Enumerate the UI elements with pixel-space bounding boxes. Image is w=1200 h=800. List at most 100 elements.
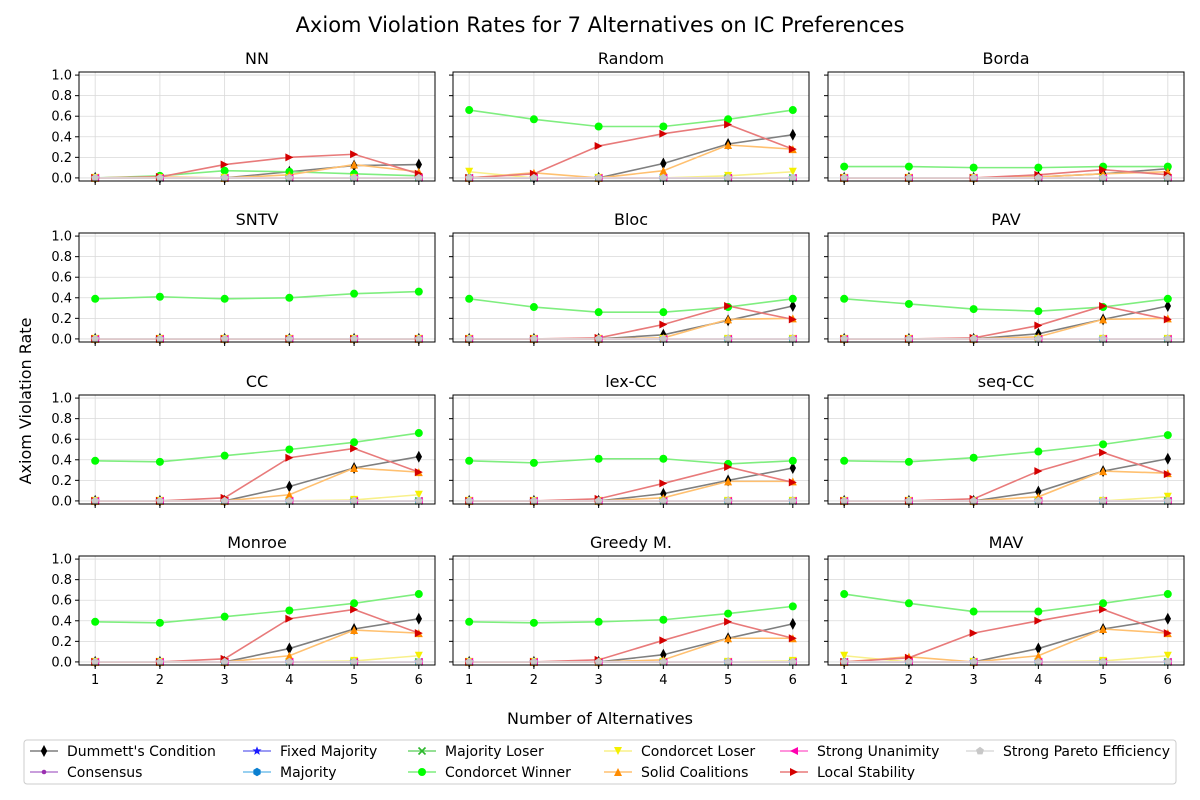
panel-title: Monroe xyxy=(227,533,287,552)
point-strong-pareto-efficiency xyxy=(1034,657,1043,666)
series-line-local-stability xyxy=(95,153,420,179)
point-strong-pareto-efficiency xyxy=(659,334,668,343)
point-dummett-s-condition xyxy=(660,648,667,661)
y-tick-label: 0.2 xyxy=(51,635,72,650)
point-dummett-s-condition xyxy=(789,128,797,141)
point-local-stability xyxy=(1163,315,1172,324)
point-strong-pareto-efficiency xyxy=(350,657,359,666)
point-strong-pareto-efficiency xyxy=(904,496,913,505)
series-line-condorcet-winner xyxy=(95,432,419,463)
x-axis-label: Number of Alternatives xyxy=(507,709,693,728)
legend-marker-strong-pareto-efficiency xyxy=(976,746,984,755)
point-condorcet-winner xyxy=(155,292,164,301)
legend: Dummett's Condition Consensus Fixed Majori… xyxy=(23,739,1177,785)
point-condorcet-winner xyxy=(788,106,797,115)
point-condorcet-loser xyxy=(414,651,423,660)
point-strong-pareto-efficiency xyxy=(1099,334,1108,343)
x-tick-label: 1 xyxy=(465,673,473,688)
y-tick-label: 0.2 xyxy=(51,474,72,489)
point-solid-coalitions xyxy=(350,160,359,169)
point-local-stability xyxy=(659,636,668,645)
point-solid-coalitions xyxy=(1099,625,1108,634)
point-local-stability xyxy=(1099,448,1108,457)
point-condorcet-winner xyxy=(659,122,668,131)
point-strong-pareto-efficiency xyxy=(724,173,733,182)
point-local-stability xyxy=(1034,467,1043,476)
point-condorcet-winner xyxy=(220,612,229,621)
point-condorcet-winner xyxy=(1034,163,1043,172)
y-tick-label: 0.0 xyxy=(51,171,72,186)
legend-label: Consensus xyxy=(67,765,142,781)
point-strong-pareto-efficiency xyxy=(1034,173,1043,182)
point-strong-pareto-efficiency xyxy=(788,657,797,666)
y-tick-label: 0.2 xyxy=(51,151,72,166)
point-solid-coalitions xyxy=(1099,315,1108,324)
y-tick-label: 0.4 xyxy=(51,130,72,145)
point-condorcet-winner xyxy=(529,115,538,124)
legend-marker-condorcet-loser xyxy=(614,747,622,755)
y-tick-label: 0.4 xyxy=(51,614,72,629)
series-line-condorcet-winner xyxy=(844,593,1168,613)
point-dummett-s-condition xyxy=(415,450,423,463)
point-condorcet-winner xyxy=(788,456,797,465)
x-tick-label: 3 xyxy=(220,673,228,688)
panel-title: NN xyxy=(245,49,269,68)
point-strong-pareto-efficiency xyxy=(465,334,474,343)
series-line-condorcet-winner xyxy=(95,593,419,624)
point-local-stability xyxy=(1099,302,1108,311)
y-tick-label: 0.8 xyxy=(51,412,72,427)
point-dummett-s-condition xyxy=(415,612,423,625)
point-strong-pareto-efficiency xyxy=(220,657,229,666)
point-dummett-s-condition xyxy=(789,300,797,313)
x-tick-label: 4 xyxy=(1034,673,1042,688)
point-solid-coalitions xyxy=(659,166,668,175)
point-condorcet-winner xyxy=(155,457,164,466)
panel-lex-cc: lex-CC xyxy=(449,372,810,508)
point-condorcet-winner xyxy=(350,438,359,447)
point-strong-pareto-efficiency xyxy=(220,496,229,505)
point-local-stability xyxy=(969,629,978,638)
point-local-stability xyxy=(220,160,229,169)
point-condorcet-winner xyxy=(659,615,668,624)
point-strong-pareto-efficiency xyxy=(155,334,164,343)
point-condorcet-winner xyxy=(594,122,603,131)
legend-item-strong-pareto-efficiency: Strong Pareto Efficiency xyxy=(966,744,1170,760)
point-condorcet-winner xyxy=(788,294,797,303)
point-condorcet-winner xyxy=(1163,162,1172,171)
point-condorcet-winner xyxy=(840,456,849,465)
point-strong-pareto-efficiency xyxy=(594,173,603,182)
point-dummett-s-condition xyxy=(789,617,797,630)
point-strong-pareto-efficiency xyxy=(1099,496,1108,505)
x-tick-label: 5 xyxy=(724,673,732,688)
y-tick-label: 0.6 xyxy=(51,594,72,609)
point-dummett-s-condition xyxy=(660,487,667,500)
point-dummett-s-condition xyxy=(1035,642,1042,655)
panel-title: lex-CC xyxy=(605,372,657,391)
legend-marker-fixed-majority xyxy=(252,746,262,755)
x-tick-label: 4 xyxy=(659,673,667,688)
chart-title: Axiom Violation Rates for 7 Alternatives… xyxy=(296,13,905,37)
point-strong-pareto-efficiency xyxy=(465,496,474,505)
x-tick-label: 1 xyxy=(840,673,848,688)
y-tick-label: 0.6 xyxy=(51,271,72,286)
series-line-solid-coalitions xyxy=(844,628,1168,663)
point-condorcet-winner xyxy=(1163,294,1172,303)
point-strong-pareto-efficiency xyxy=(659,657,668,666)
point-condorcet-winner xyxy=(840,294,849,303)
point-dummett-s-condition xyxy=(1164,452,1172,465)
x-tick-label: 6 xyxy=(789,673,797,688)
series-line-condorcet-winner xyxy=(469,109,793,128)
panel-title: SNTV xyxy=(236,210,279,229)
point-condorcet-winner xyxy=(91,456,100,465)
series-line-local-stability xyxy=(469,123,794,179)
point-strong-pareto-efficiency xyxy=(1163,496,1172,505)
point-strong-pareto-efficiency xyxy=(465,657,474,666)
point-condorcet-winner xyxy=(350,599,359,608)
point-strong-pareto-efficiency xyxy=(840,496,849,505)
legend-label: Strong Pareto Efficiency xyxy=(1003,744,1170,760)
legend-frame xyxy=(23,739,1177,785)
point-condorcet-winner xyxy=(904,457,913,466)
legend-marker-majority xyxy=(253,767,261,777)
point-condorcet-winner xyxy=(91,294,100,303)
axes-frame xyxy=(452,232,810,343)
